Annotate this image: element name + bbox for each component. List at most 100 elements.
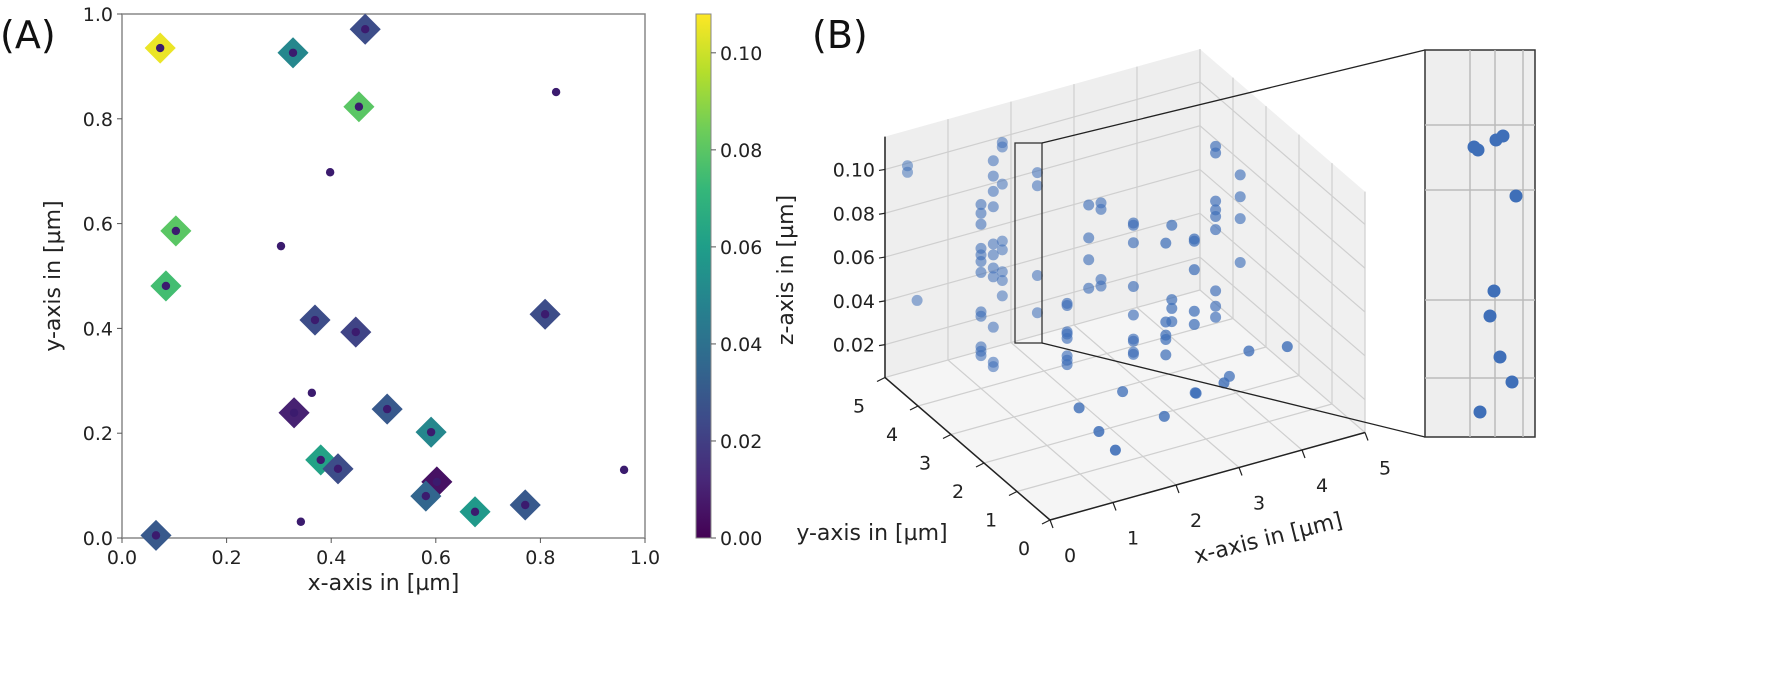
dot-marker: [296, 517, 306, 526]
data-point: [1210, 300, 1222, 312]
y-axis-line: [884, 376, 1051, 521]
data-point: [1127, 335, 1139, 347]
dot-marker: [310, 315, 320, 325]
dot-marker: [171, 226, 181, 236]
x-tick-label: 0.8: [525, 547, 555, 569]
data-point: [987, 361, 999, 373]
data-point: [975, 218, 987, 230]
z-tick-label: 0.10: [833, 159, 875, 181]
data-point: [1160, 316, 1172, 328]
z-tick-label: 0.02: [833, 335, 875, 357]
data-point: [1166, 302, 1178, 314]
x-tick-label: 0.6: [421, 547, 451, 569]
data-point: [1218, 377, 1230, 389]
data-point: [996, 178, 1008, 190]
y-tick: [975, 462, 985, 468]
dot-marker: [426, 427, 436, 437]
data-point: [1127, 348, 1139, 360]
z-axis-label: z-axis in [µm]: [774, 195, 799, 345]
colorbar-tick-label: 0.10: [720, 43, 762, 65]
dot-marker: [151, 531, 161, 540]
data-point: [1190, 387, 1202, 399]
data-point: [1158, 410, 1170, 422]
floor-grid-line: [1199, 289, 1366, 433]
data-point: [1109, 444, 1121, 456]
data-point: [1093, 426, 1105, 438]
data-point: [1127, 281, 1139, 293]
x-tick-label: 1.0: [630, 547, 660, 569]
colorbar-tick-label: 0.00: [720, 528, 762, 550]
right-grid-line: [1199, 125, 1366, 269]
y-tick-label: 1: [985, 510, 997, 532]
data-point: [1073, 402, 1085, 414]
colorbar: [695, 13, 712, 539]
data-point: [1061, 332, 1073, 344]
y-tick-label: 4: [886, 424, 898, 446]
data-point: [902, 166, 913, 178]
data-point: [1234, 256, 1246, 268]
x-tick-label: 1: [1127, 528, 1139, 550]
x-tick-label: 4: [1316, 475, 1328, 497]
dot-marker: [540, 310, 550, 319]
data-point: [1166, 219, 1178, 231]
zoom-connector-line: [1041, 342, 1426, 438]
dot-marker: [316, 455, 325, 465]
data-point: [996, 266, 1008, 278]
data-point: [1031, 270, 1043, 282]
zoom-region-box: [1014, 142, 1043, 344]
dot-marker: [470, 507, 480, 516]
data-point: [987, 271, 999, 283]
y-tick-label: 0.6: [83, 214, 113, 236]
y-tick-label: 0.2: [83, 423, 113, 445]
y-tick: [909, 405, 919, 411]
data-point: [975, 310, 987, 322]
data-point: [996, 275, 1008, 287]
data-point: [975, 266, 987, 278]
z-tick: [878, 256, 886, 259]
dot-marker: [351, 327, 360, 337]
x-axis-label: x-axis in [µm]: [1192, 508, 1345, 569]
data-point: [1234, 213, 1246, 225]
x-tick: [1112, 502, 1117, 511]
dot-marker: [161, 281, 171, 291]
data-point: [975, 255, 987, 267]
x-tick-label: 3: [1253, 493, 1265, 515]
x-tick-label: 0.2: [211, 547, 241, 569]
data-point: [1210, 195, 1222, 207]
data-point: [1210, 285, 1222, 297]
data-point: [1166, 294, 1178, 306]
data-point: [1083, 254, 1095, 266]
data-point: [987, 155, 999, 167]
dot-marker: [354, 102, 364, 111]
y-tick: [876, 376, 886, 383]
x-tick: [1364, 432, 1369, 441]
y-axis-label: y-axis in [µm]: [796, 521, 947, 546]
data-point: [1127, 219, 1139, 231]
data-point: [1031, 307, 1043, 319]
z-tick: [878, 300, 886, 303]
data-point: [1031, 180, 1043, 192]
data-point: [1061, 359, 1073, 371]
y-tick: [942, 433, 952, 440]
data-point: [987, 238, 999, 250]
floor-grid-line: [950, 346, 1267, 436]
data-point: [1210, 210, 1222, 222]
z-tick-label: 0.08: [833, 203, 875, 225]
z-tick-label: 0.06: [833, 247, 875, 269]
data-point: [1210, 311, 1222, 323]
dot-marker: [307, 388, 317, 398]
dot-marker: [521, 500, 530, 510]
x-tick-label: 2: [1190, 510, 1202, 532]
colorbar-tick-label: 0.04: [720, 334, 762, 356]
x-tick-label: 0.0: [107, 547, 137, 569]
data-point: [1188, 264, 1200, 276]
data-point: [1095, 280, 1107, 292]
floor-grid-line: [1010, 342, 1177, 486]
x-axis-label: x-axis in [µm]: [308, 571, 460, 596]
data-point: [975, 207, 987, 219]
data-point: [1083, 282, 1095, 294]
data-point: [1210, 147, 1222, 159]
data-point: [1234, 191, 1246, 203]
panel-label-b: (B): [812, 13, 868, 57]
